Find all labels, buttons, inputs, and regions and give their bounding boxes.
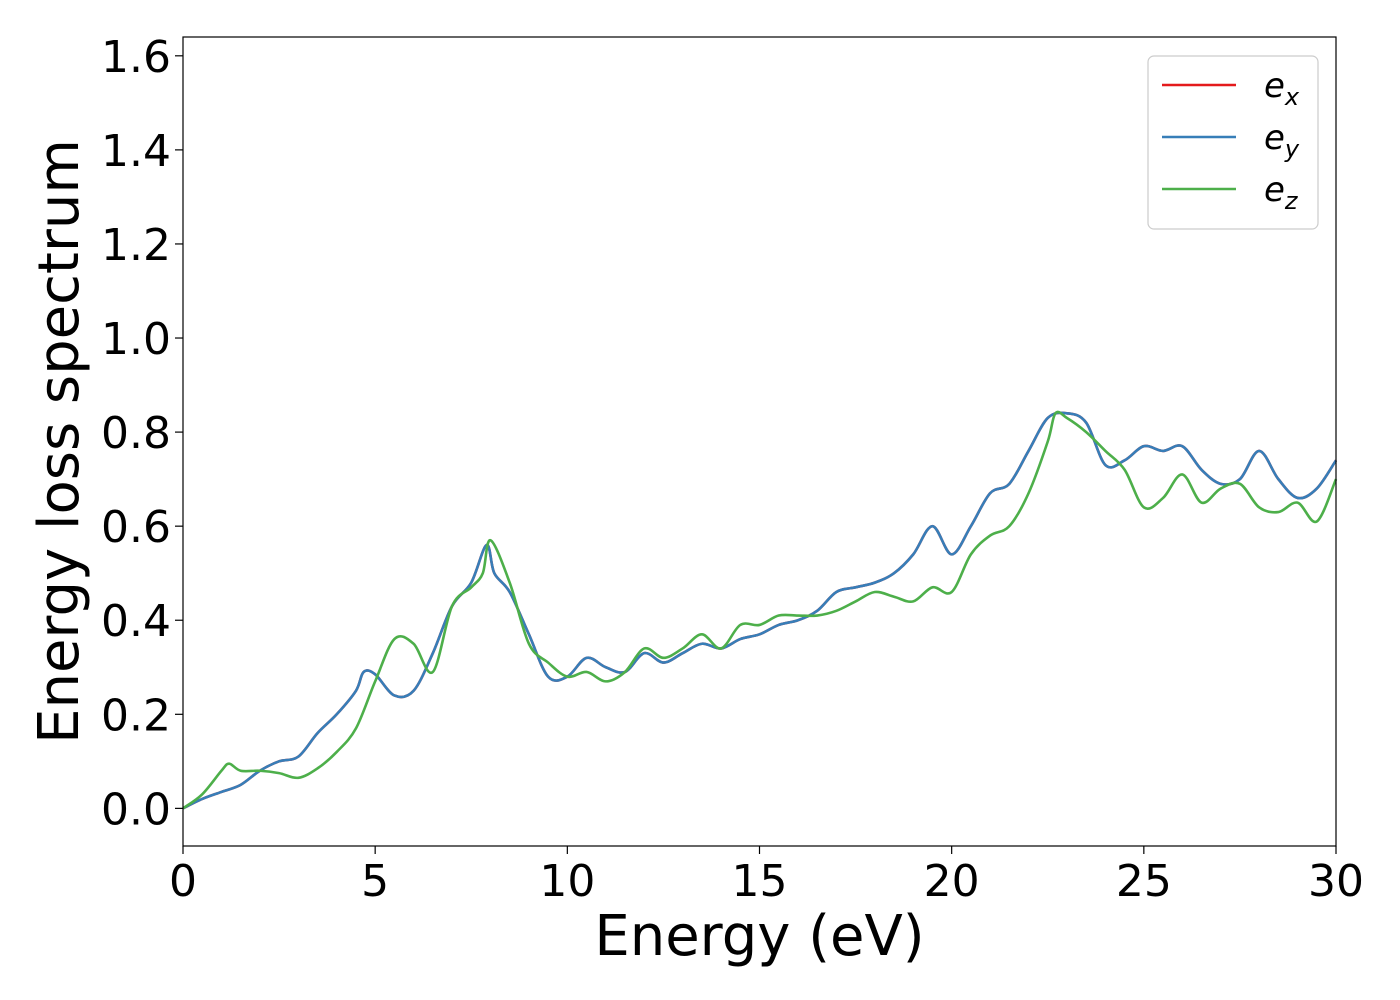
- x-tick-label: 0: [169, 856, 197, 907]
- legend-box: [1147, 55, 1319, 230]
- series-line-y: [182, 411, 1338, 810]
- y-tick-label: 1.6: [101, 32, 171, 83]
- series-layer: [182, 410, 1338, 810]
- y-tick-label: 0.8: [101, 408, 171, 459]
- y-tick-label: 1.2: [101, 220, 171, 271]
- x-tick-label: 25: [1116, 856, 1172, 907]
- legend-entry-z: ez: [1264, 170, 1299, 215]
- legend-entry-x: ex: [1264, 66, 1300, 111]
- x-tick-label: 5: [361, 856, 389, 907]
- x-axis-label: Energy (eV): [594, 904, 924, 969]
- y-tick-label: 1.4: [101, 126, 171, 177]
- legend-entry-y: ey: [1264, 118, 1300, 163]
- y-tick-label: 0.6: [101, 502, 171, 553]
- x-tick-label: 20: [924, 856, 980, 907]
- series-line-z: [182, 410, 1338, 810]
- legend-subscript-y: y: [1284, 135, 1300, 163]
- legend-subscript-x: x: [1284, 83, 1300, 111]
- x-tick-label: 15: [732, 856, 788, 907]
- legend-base-y: e: [1264, 118, 1285, 158]
- series-line-x: [182, 411, 1338, 810]
- y-tick-label: 1.0: [101, 314, 171, 365]
- x-tick-label: 30: [1308, 856, 1364, 907]
- ticks-layer: 0 5 10 15 20 25 30 0.0 0.2 0.4 0.6 0.8 1.0 1.2 1.4 1.6: [101, 32, 1364, 907]
- y-tick-label: 0.0: [101, 784, 171, 835]
- y-tick-label: 0.2: [101, 690, 171, 741]
- legend-subscript-z: z: [1284, 187, 1299, 215]
- y-axis-label: Energy loss spectrum: [27, 139, 92, 744]
- legend-base-z: e: [1264, 170, 1285, 210]
- legend-base-x: e: [1264, 66, 1285, 106]
- y-tick-label: 0.4: [101, 596, 171, 647]
- x-tick-label: 10: [539, 856, 595, 907]
